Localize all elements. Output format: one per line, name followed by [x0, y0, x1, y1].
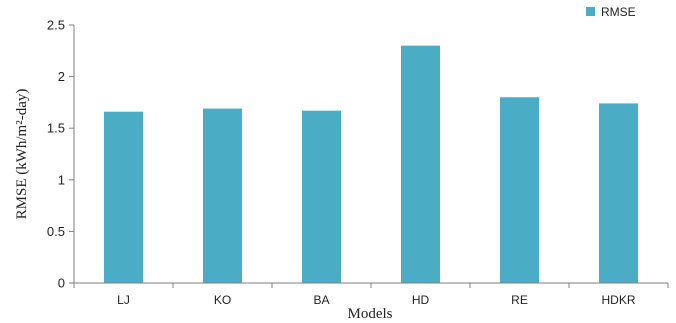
bar-lj [104, 111, 143, 283]
y-axis-ticks: 0 0.5 1 1.5 2 2.5 [47, 18, 74, 291]
y-tick-label: 2 [58, 69, 65, 84]
x-tick-label: HDKR [601, 293, 635, 307]
y-tick-label: 0.5 [47, 224, 65, 239]
y-tick-label: 1.5 [47, 121, 65, 136]
bar-ba [302, 110, 341, 283]
bar-hdkr [599, 103, 638, 283]
y-axis-title: RMSE (kWh/m²-day) [14, 89, 30, 220]
x-axis-labels: LJ KO BA HD RE HDKR [73, 283, 669, 307]
legend: RMSE [586, 5, 636, 19]
y-tick-label: 0 [58, 276, 65, 291]
bar-re [500, 97, 539, 284]
bar-hd [401, 45, 440, 283]
bar-ko [203, 108, 242, 283]
x-tick-label: KO [214, 293, 231, 307]
y-tick-label: 2.5 [47, 18, 65, 33]
legend-label-rmse: RMSE [601, 5, 636, 19]
bars [104, 45, 638, 284]
x-tick-label: HD [412, 293, 430, 307]
x-tick-label: RE [511, 293, 528, 307]
x-axis-title: Models [348, 306, 393, 322]
x-tick-label: BA [313, 293, 329, 307]
legend-swatch-rmse [586, 7, 595, 16]
x-tick-label: LJ [117, 293, 130, 307]
y-tick-label: 1 [58, 172, 65, 187]
